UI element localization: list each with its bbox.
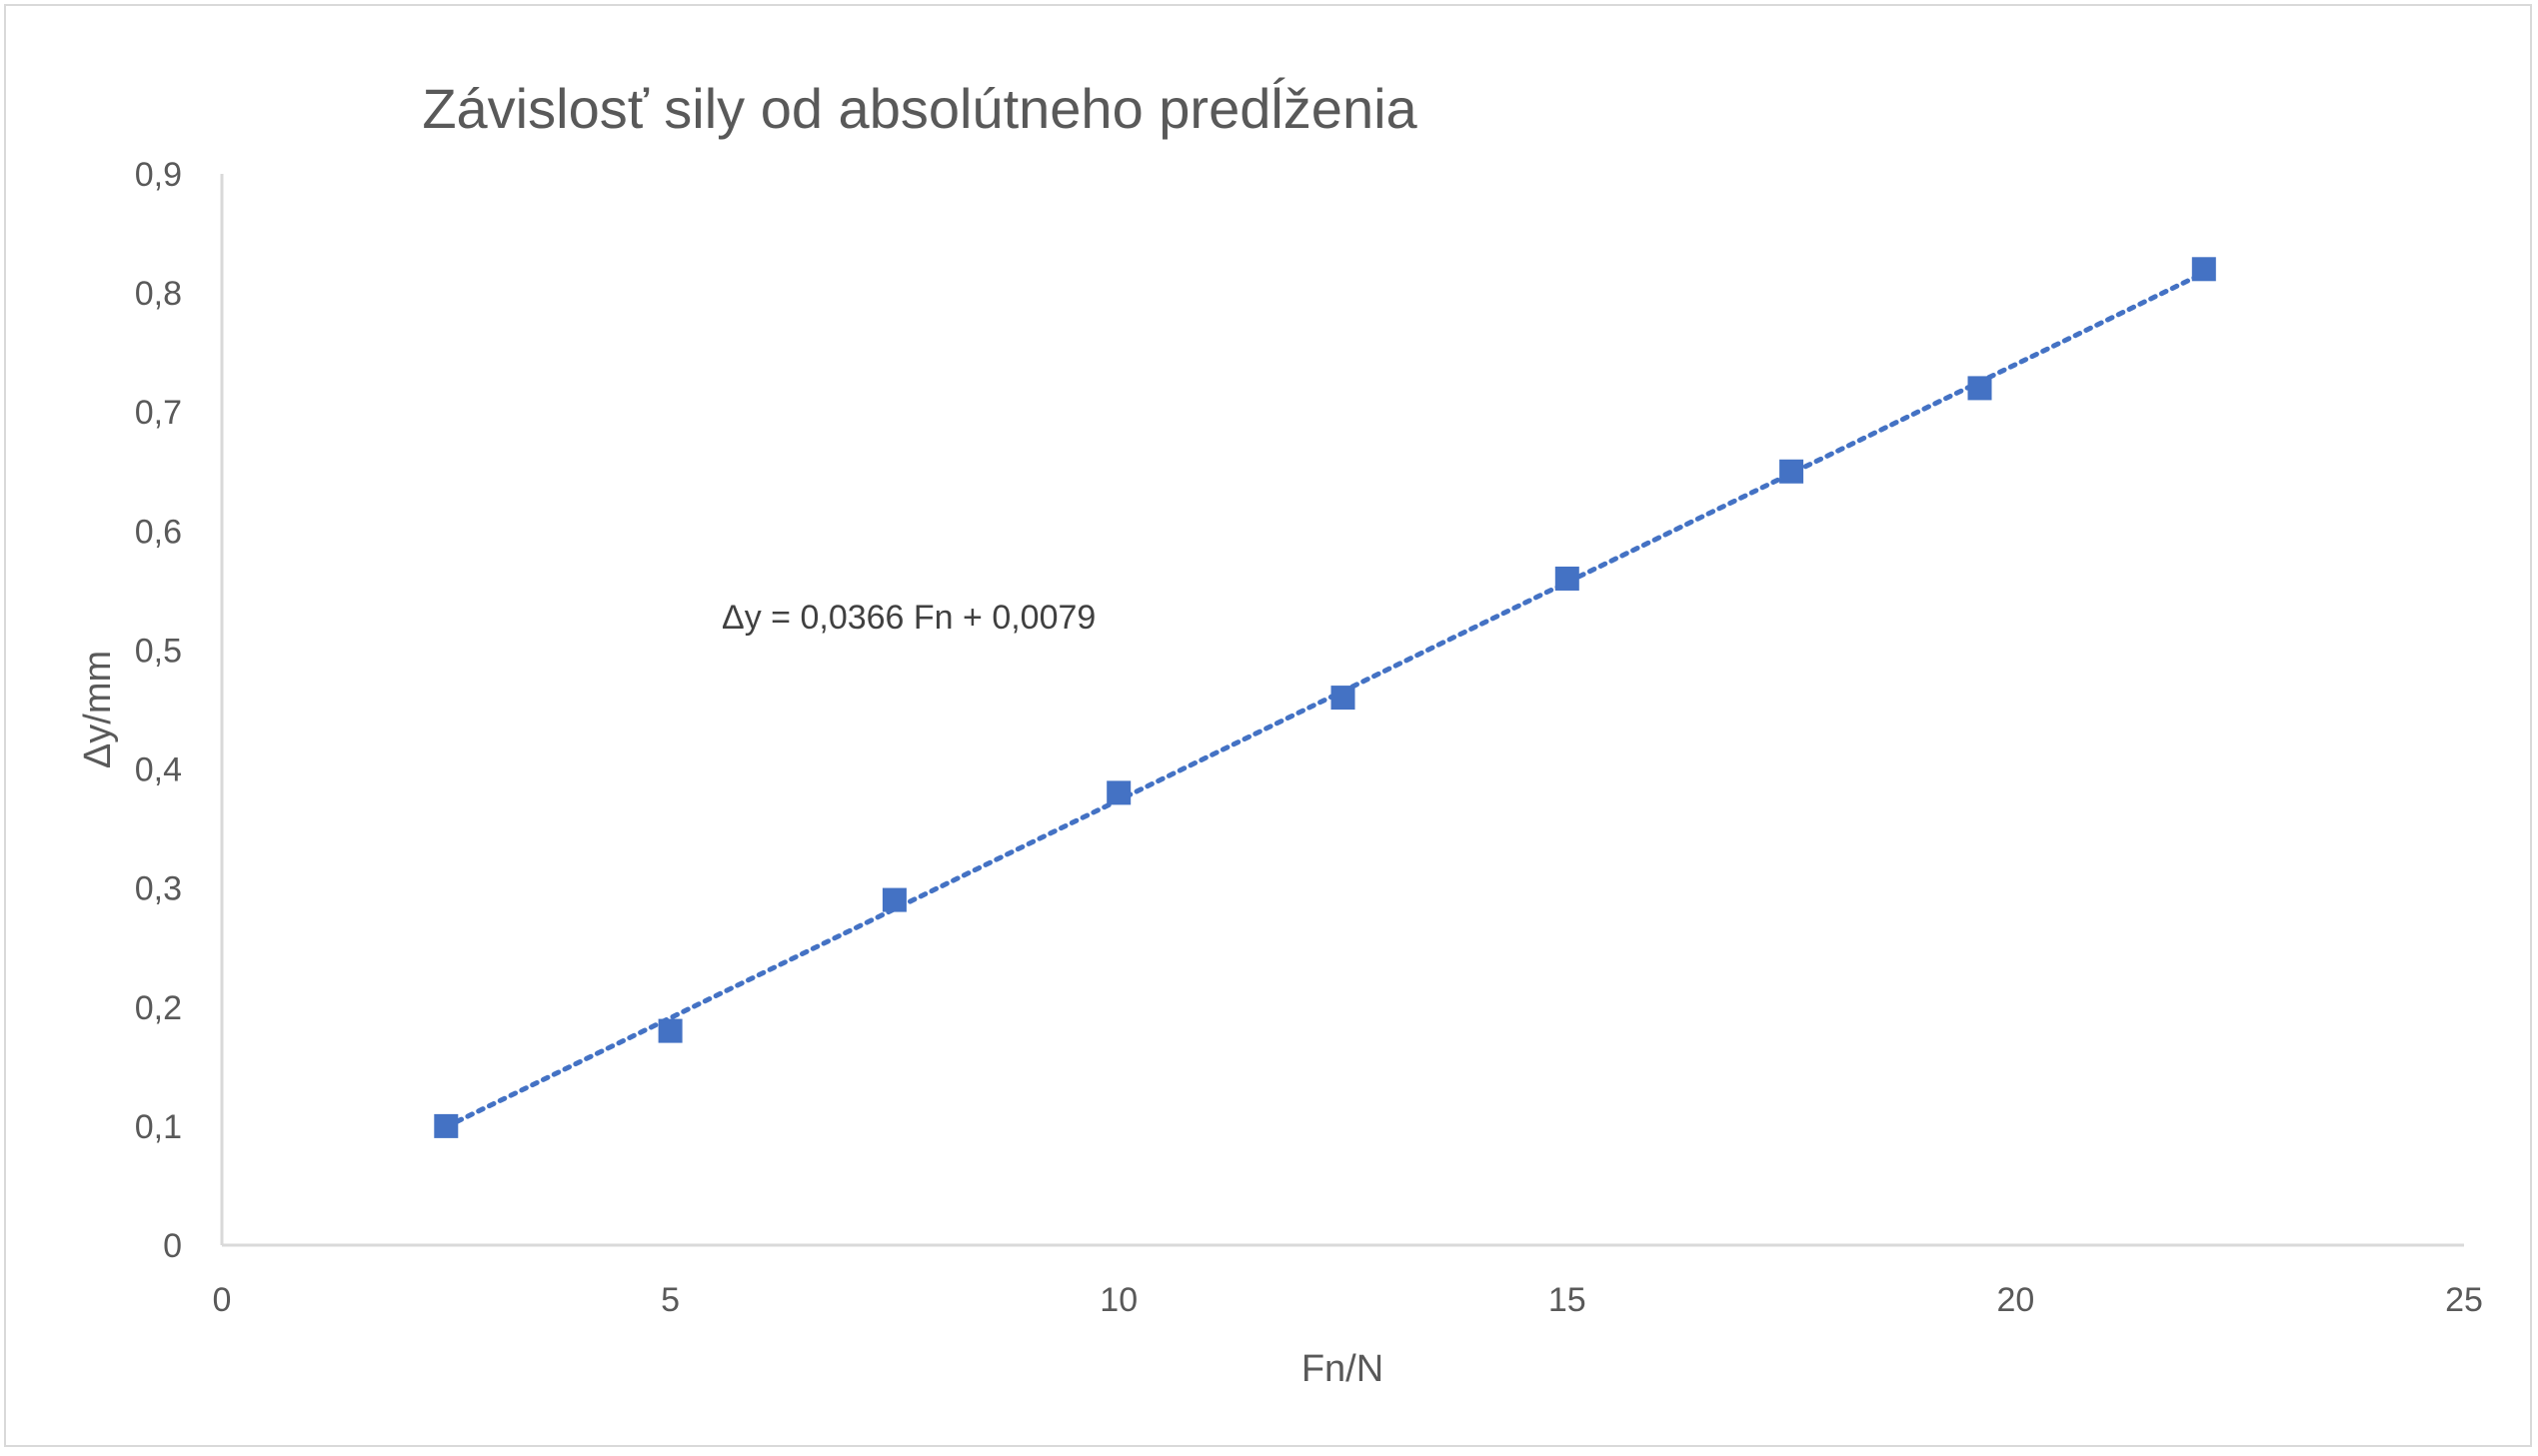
data-point — [1967, 376, 1992, 401]
x-axis-title: Fn/N — [1301, 1348, 1383, 1390]
y-tick-labels: 0 0,1 0,2 0,3 0,4 0,5 0,6 0,7 0,8 0,9 — [135, 156, 182, 1265]
data-points — [434, 257, 2216, 1138]
y-tick-label: 0,6 — [135, 513, 182, 551]
x-tick-label: 5 — [661, 1281, 680, 1319]
chart-title: Závislosť sily od absolútneho predĺženia — [422, 77, 1417, 140]
data-point — [658, 1018, 683, 1043]
y-tick-label: 0,8 — [135, 275, 182, 313]
data-point — [1330, 686, 1355, 711]
data-point — [1779, 459, 1804, 484]
y-tick-label: 0,5 — [135, 632, 182, 670]
trendline — [443, 270, 2207, 1130]
y-tick-label: 0 — [163, 1227, 182, 1265]
y-tick-label: 0,7 — [135, 394, 182, 432]
y-tick-label: 0,4 — [135, 751, 182, 789]
data-point — [1554, 566, 1579, 591]
data-point — [434, 1113, 459, 1138]
y-axis-title: Δy/mm — [77, 651, 119, 768]
y-tick-label: 0,2 — [135, 989, 182, 1027]
x-tick-label: 0 — [213, 1281, 232, 1319]
y-tick-label: 0,1 — [135, 1108, 182, 1146]
x-tick-label: 15 — [1548, 1281, 1586, 1319]
x-tick-labels: 0 5 10 15 20 25 — [213, 1281, 2483, 1319]
data-point — [2191, 257, 2216, 282]
data-point — [882, 887, 907, 912]
x-tick-label: 10 — [1100, 1281, 1138, 1319]
y-tick-label: 0,3 — [135, 870, 182, 908]
x-tick-label: 20 — [1996, 1281, 2034, 1319]
data-point — [1107, 780, 1132, 805]
y-tick-label: 0,9 — [135, 156, 182, 194]
x-tick-label: 25 — [2445, 1281, 2483, 1319]
trendline-equation: Δy = 0,0366 Fn + 0,0079 — [722, 599, 1096, 637]
